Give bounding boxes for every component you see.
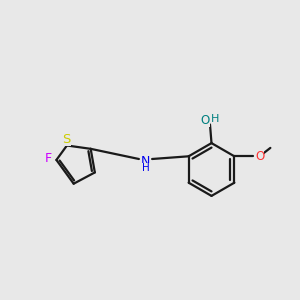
Text: S: S — [62, 133, 70, 146]
Text: O: O — [200, 114, 209, 128]
Text: N: N — [141, 154, 150, 168]
Text: H: H — [211, 114, 220, 124]
Text: F: F — [44, 152, 52, 165]
Text: O: O — [255, 150, 264, 163]
Text: H: H — [142, 163, 150, 173]
